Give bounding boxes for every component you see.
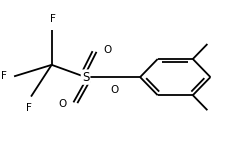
- Text: F: F: [25, 103, 32, 113]
- Text: F: F: [50, 14, 56, 24]
- Text: O: O: [110, 85, 118, 95]
- Text: S: S: [82, 71, 89, 84]
- Text: O: O: [103, 45, 112, 55]
- Text: F: F: [1, 71, 7, 81]
- Text: O: O: [58, 99, 66, 109]
